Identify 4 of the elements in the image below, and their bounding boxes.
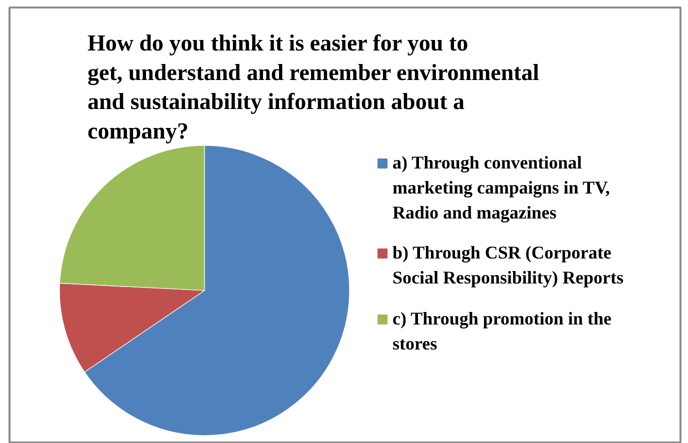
chart-title: How do you think it is easier for you to get, understand and remember environmental and sustainability information about a company? [88, 30, 540, 144]
legend-label: a) Through conventional marketing campaigns in TV, Radio and magazines [392, 152, 610, 222]
legend-label: c) Through promotion in the stores [392, 308, 612, 354]
legend-label: b) Through CSR (Corporate Social Responsibility) Reports [392, 242, 624, 288]
